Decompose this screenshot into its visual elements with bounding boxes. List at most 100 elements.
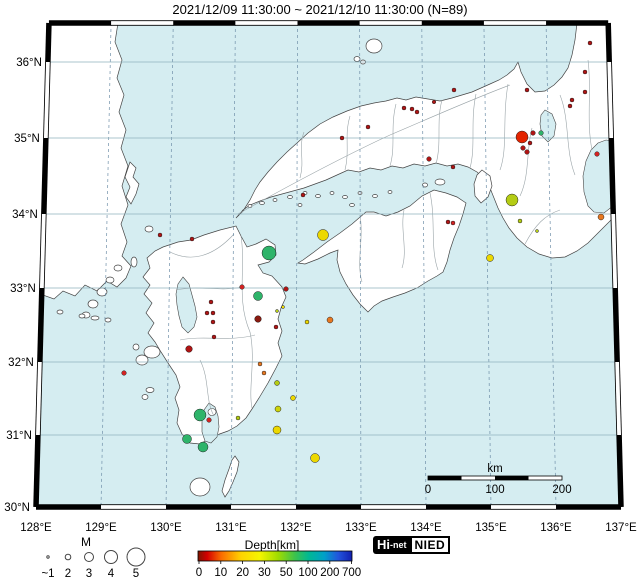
earthquake-marker — [414, 109, 420, 115]
island — [144, 225, 154, 233]
earthquake-marker — [189, 236, 195, 242]
coastline — [473, 169, 493, 204]
earthquake-marker — [524, 149, 530, 155]
magnitude-legend-circle — [84, 552, 94, 562]
earthquake-marker — [515, 130, 529, 144]
earthquake-marker — [300, 192, 306, 198]
map-title: 2021/12/09 11:30:00 ~ 2021/12/10 11:30:0… — [172, 2, 468, 17]
depth-colorbar-label: 30 — [258, 567, 271, 579]
grid-line-meridian — [421, 23, 427, 507]
magnitude-legend-circle — [126, 547, 146, 567]
island — [132, 343, 140, 351]
lat-axis-label: 33°N — [10, 283, 36, 295]
lat-axis-label: 34°N — [12, 209, 38, 221]
earthquake-marker — [157, 232, 163, 238]
earthquake-marker — [530, 130, 536, 136]
earthquake-marker — [538, 130, 544, 136]
grid-line-meridian — [545, 23, 557, 507]
earthquake-marker — [431, 99, 437, 105]
grid-line-meridian — [230, 23, 236, 507]
lat-axis-label: 32°N — [8, 357, 34, 369]
grid-line-meridian — [295, 23, 298, 507]
island — [113, 264, 123, 272]
earthquake-marker — [121, 370, 127, 376]
frame-segment — [39, 213, 46, 289]
earthquake-marker — [310, 453, 320, 463]
scalebar-unit: km — [487, 463, 502, 475]
prefecture-border — [469, 93, 477, 169]
island — [90, 315, 100, 321]
prefecture-border — [237, 84, 511, 215]
prefecture-border — [389, 103, 397, 167]
prefecture-border — [344, 115, 351, 171]
earthquake-marker — [235, 415, 241, 421]
island — [56, 309, 64, 315]
island — [365, 38, 383, 54]
earthquake-marker — [582, 69, 588, 75]
prefecture-border — [359, 214, 363, 283]
prefecture-border — [524, 209, 561, 245]
earthquake-marker — [206, 417, 212, 423]
island — [272, 198, 278, 202]
prefecture-border — [519, 127, 533, 197]
magnitude-legend-label: 2 — [65, 568, 71, 579]
prefecture-border — [435, 99, 443, 165]
coastline — [36, 23, 132, 311]
earthquake-marker — [569, 97, 575, 103]
grid-line-meridian — [165, 23, 174, 507]
grid-line-meridian — [483, 23, 492, 507]
earthquake-marker — [505, 193, 519, 207]
inland-water — [582, 139, 614, 214]
hinet-logo-text: Hi -net — [373, 536, 410, 554]
earthquake-marker — [210, 319, 216, 325]
island — [315, 194, 321, 198]
island — [342, 195, 348, 199]
scalebar-label: 100 — [485, 484, 504, 496]
earthquake-marker — [426, 156, 432, 162]
island — [329, 191, 335, 195]
prefecture-border — [429, 192, 439, 271]
earthquake-marker — [594, 151, 600, 157]
scalebar-segment — [428, 476, 462, 480]
island — [189, 477, 211, 497]
frame-segment — [36, 361, 42, 436]
frame-segment — [43, 61, 50, 139]
island — [105, 276, 115, 284]
earthquake-marker — [253, 291, 263, 301]
grid-line-meridian — [100, 23, 112, 507]
island — [78, 313, 86, 319]
earthquake-marker — [261, 245, 277, 261]
depth-colorbar-label: 20 — [236, 567, 249, 579]
earthquake-marker — [204, 310, 210, 316]
earthquake-marker — [185, 345, 193, 353]
lon-axis-label: 137°E — [605, 522, 637, 534]
island — [143, 345, 161, 359]
frame-segment — [615, 361, 621, 436]
island — [87, 299, 99, 309]
magnitude-legend-circle — [46, 555, 50, 559]
hinet-nied-logo[interactable]: Hi -net NIED — [373, 536, 451, 554]
earthquake-marker — [567, 103, 573, 109]
earthquake-marker — [273, 324, 279, 330]
nied-logo-text: NIED — [409, 536, 451, 554]
prefecture-border — [401, 209, 405, 269]
depth-colorbar-label: 10 — [214, 567, 227, 579]
earthquake-marker — [281, 305, 285, 309]
earthquake-marker — [597, 213, 605, 221]
prefecture-border — [240, 235, 253, 409]
lat-axis-label: 30°N — [4, 502, 30, 514]
earthquake-marker — [339, 135, 345, 141]
lon-axis-label: 134°E — [410, 522, 442, 534]
depth-colorbar-label: 200 — [320, 567, 339, 579]
lon-axis-label: 135°E — [475, 522, 507, 534]
earthquake-marker — [274, 405, 282, 413]
scalebar-segment — [495, 476, 529, 480]
prefecture-border — [499, 83, 509, 171]
scalebar-label: 0 — [425, 484, 431, 496]
magnitude-legend-circle — [64, 553, 72, 561]
earthquake-marker — [587, 40, 593, 46]
magnitude-legend-circle — [104, 550, 118, 564]
island — [349, 203, 355, 207]
earthquake-marker — [450, 164, 456, 170]
